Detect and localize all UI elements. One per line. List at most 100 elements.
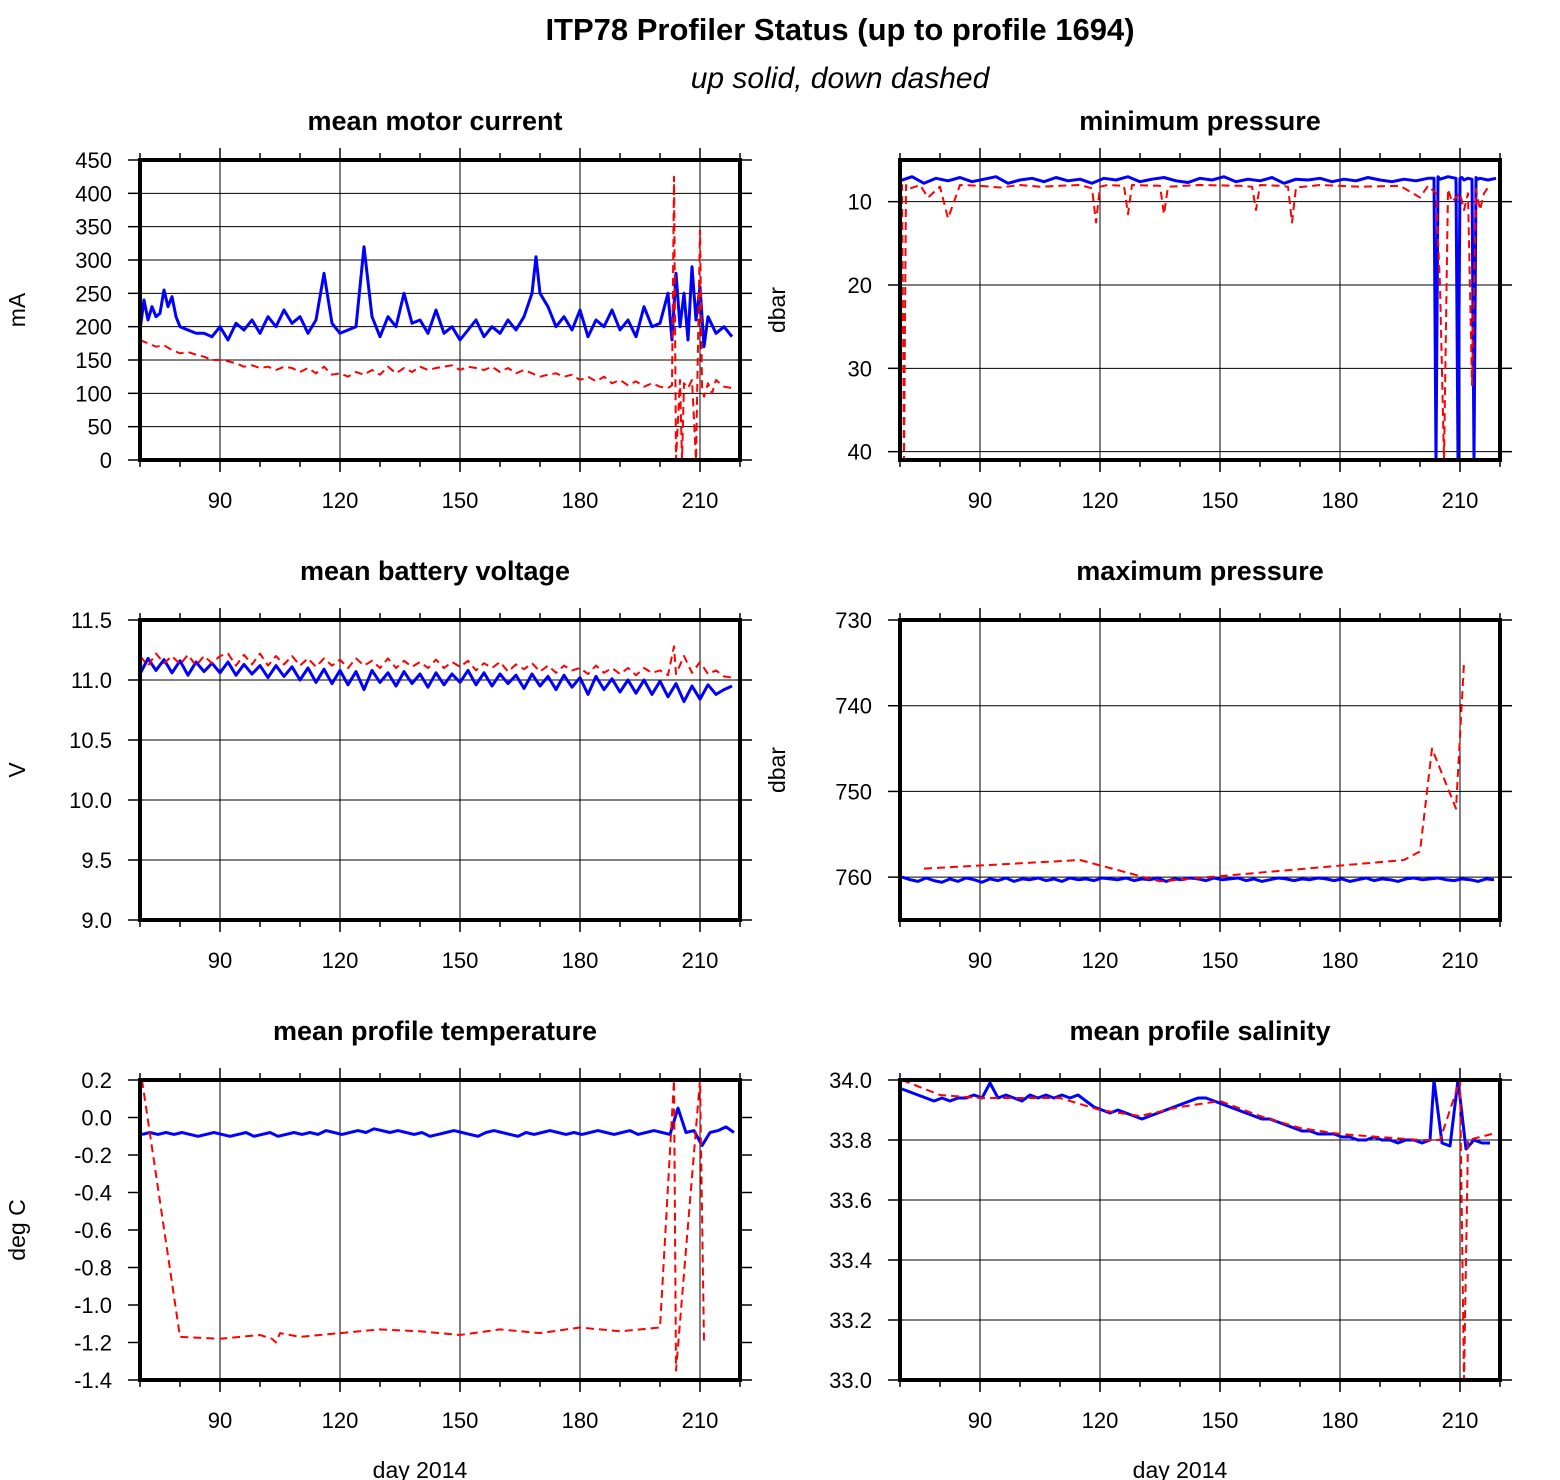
panel-salinity: mean profile salinity 90 120 150 180 210 33.0 3… <box>829 1016 1512 1480</box>
y-tick-label: 33.0 <box>829 1368 872 1393</box>
x-tick-label: 90 <box>968 488 992 513</box>
series-line-down <box>141 1080 705 1372</box>
y-tick-label: 34.0 <box>829 1068 872 1093</box>
y-tick-label: 200 <box>75 315 112 340</box>
y-tick-label: 0.2 <box>81 1068 112 1093</box>
x-tick-label: 90 <box>208 948 232 973</box>
y-tick-label: 20 <box>848 273 872 298</box>
x-tick-label: 150 <box>1202 488 1239 513</box>
series-line-down <box>923 662 1465 883</box>
y-tick-label: 33.4 <box>829 1248 872 1273</box>
x-tick-label: 210 <box>682 948 719 973</box>
y-tick-label: 250 <box>75 281 112 306</box>
panel-maxpres: maximum pressure 90 120 150 180 210 730 740 750 7… <box>764 556 1512 973</box>
panel-temperature: mean profile temperature 90 120 150 180 210 -1… <box>4 1016 752 1480</box>
x-tick-label: 120 <box>322 1408 359 1433</box>
y-tick-label: 750 <box>835 779 872 804</box>
x-tick-label: 150 <box>442 488 479 513</box>
x-tick-label: 90 <box>208 1408 232 1433</box>
plot-frame <box>898 158 1502 462</box>
y-tick-label: -1.0 <box>74 1293 112 1318</box>
y-tick-label: 150 <box>75 348 112 373</box>
y-tick-label: 33.6 <box>829 1188 872 1213</box>
panel-title: mean battery voltage <box>300 556 570 586</box>
x-tick-label: 210 <box>682 1408 719 1433</box>
x-tick-label: 210 <box>1442 488 1479 513</box>
y-tick-label: 10.5 <box>69 728 112 753</box>
x-axis-label: day 2014 <box>1133 1457 1228 1480</box>
y-axis-label: mA <box>4 292 30 327</box>
x-tick-label: 150 <box>442 1408 479 1433</box>
series-line-up <box>140 656 733 704</box>
y-axis-label: dbar <box>764 287 790 333</box>
x-tick-label: 150 <box>1202 1408 1239 1433</box>
x-tick-label: 120 <box>322 948 359 973</box>
x-tick-label: 120 <box>1082 1408 1119 1433</box>
x-tick-label: 210 <box>1442 948 1479 973</box>
series-line-down <box>140 175 733 460</box>
y-axis-label: dbar <box>764 747 790 793</box>
panel-title: mean profile temperature <box>273 1016 597 1046</box>
x-axis-label: day 2014 <box>373 1457 468 1480</box>
x-tick-label: 210 <box>682 488 719 513</box>
y-tick-label: 740 <box>835 694 872 719</box>
x-tick-label: 180 <box>1322 948 1359 973</box>
y-tick-label: -1.4 <box>74 1368 112 1393</box>
x-tick-label: 180 <box>1322 488 1359 513</box>
x-tick-label: 150 <box>442 948 479 973</box>
series-line-up <box>900 175 1497 460</box>
x-tick-label: 150 <box>1202 948 1239 973</box>
y-tick-label: -0.6 <box>74 1218 112 1243</box>
y-tick-label: 760 <box>835 865 872 890</box>
series-line-down <box>900 184 1489 460</box>
plot-frame <box>898 1078 1502 1382</box>
x-tick-label: 90 <box>968 1408 992 1433</box>
plot-frame <box>138 618 742 922</box>
panel-title: minimum pressure <box>1079 106 1321 136</box>
x-tick-label: 120 <box>322 488 359 513</box>
x-tick-label: 180 <box>562 948 599 973</box>
y-tick-label: -1.2 <box>74 1331 112 1356</box>
x-tick-label: 180 <box>1322 1408 1359 1433</box>
figure-subtitle: up solid, down dashed <box>691 62 991 95</box>
panel-title: maximum pressure <box>1076 556 1324 586</box>
y-axis-label: V <box>4 762 30 778</box>
y-tick-label: 11.0 <box>71 668 112 693</box>
y-tick-label: 40 <box>848 440 872 465</box>
y-tick-label: 300 <box>75 248 112 273</box>
x-tick-label: 180 <box>562 1408 599 1433</box>
series-line-down <box>901 1080 1493 1380</box>
y-tick-label: 10.0 <box>69 788 112 813</box>
y-tick-label: 0 <box>100 448 112 473</box>
panel-title: mean profile salinity <box>1069 1016 1330 1046</box>
y-tick-label: 10 <box>848 190 872 215</box>
y-tick-label: -0.8 <box>74 1256 112 1281</box>
y-tick-label: 730 <box>835 608 872 633</box>
y-tick-label: 33.2 <box>829 1308 872 1333</box>
y-tick-label: 11.5 <box>71 608 112 633</box>
y-tick-label: 450 <box>75 148 112 173</box>
plot-frame <box>898 618 1502 922</box>
series-line-up <box>141 1106 735 1148</box>
x-tick-label: 210 <box>1442 1408 1479 1433</box>
x-tick-label: 90 <box>968 948 992 973</box>
x-tick-label: 120 <box>1082 948 1119 973</box>
y-tick-label: 100 <box>75 381 112 406</box>
panel-battery: mean battery voltage 90 120 150 180 210 9.0 9.5… <box>4 556 752 973</box>
y-tick-label: -0.4 <box>74 1181 112 1206</box>
figure-title: ITP78 Profiler Status (up to profile 169… <box>545 12 1134 47</box>
y-tick-label: 9.5 <box>81 848 112 873</box>
y-tick-label: 50 <box>88 415 112 440</box>
plot-frame <box>138 1078 742 1382</box>
panel-motor: mean motor current 90 120 150 180 210 0 50 100 15… <box>4 106 752 513</box>
panel-title: mean motor current <box>307 106 562 136</box>
panel-minpres: minimum pressure 90 120 150 180 210 10 20 30 40 db… <box>764 106 1512 513</box>
x-tick-label: 120 <box>1082 488 1119 513</box>
y-tick-label: 9.0 <box>81 908 112 933</box>
x-tick-label: 90 <box>208 488 232 513</box>
plot-frame <box>138 158 742 462</box>
y-tick-label: 30 <box>848 356 872 381</box>
y-tick-label: 33.8 <box>829 1128 872 1153</box>
y-tick-label: -0.2 <box>74 1143 112 1168</box>
